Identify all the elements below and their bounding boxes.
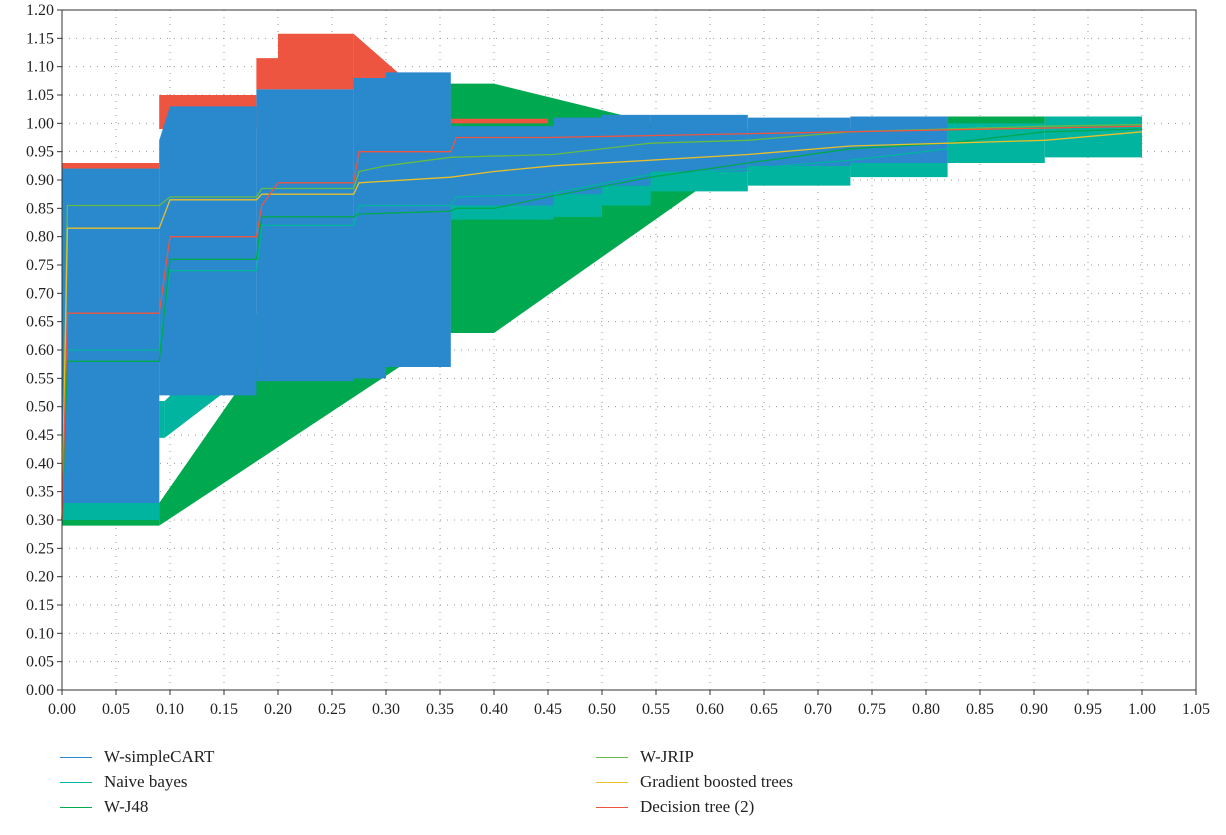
y-tick-label: 0.50 [26, 399, 54, 416]
y-tick-label: 0.65 [26, 314, 54, 331]
y-tick-label: 0.70 [26, 285, 54, 302]
line-layer [61, 123, 1143, 521]
line-gradient-boosted-trees [61, 131, 1143, 521]
x-tick-label: 0.10 [156, 701, 184, 718]
x-tick-label: 0.55 [642, 701, 670, 718]
band-w-simplecart [553, 117, 602, 195]
y-tick-labels: 0.00 0.05 0.10 0.15 0.20 0.25 0.30 0.35 0.40 0.45… [26, 2, 62, 699]
band-w-simplecart [159, 106, 170, 396]
band-w-simplecart [602, 114, 651, 186]
x-tick-label: 0.15 [210, 701, 238, 718]
x-tick-label: 1.00 [1128, 701, 1156, 718]
x-tick-label: 0.95 [1074, 701, 1102, 718]
band-naive-bayes [159, 401, 165, 438]
x-tick-label: 0.20 [264, 701, 292, 718]
band-w-simplecart [170, 106, 257, 396]
y-tick-label: 0.45 [26, 427, 54, 444]
band-decision-tree-2- [256, 58, 278, 90]
band-decision-tree-2- [450, 118, 548, 124]
y-tick-label: 0.10 [26, 625, 54, 642]
y-tick-label: 0.00 [26, 682, 54, 699]
band-w-simplecart [256, 89, 354, 382]
y-tick-label: 1.05 [26, 87, 54, 104]
y-tick-label: 1.15 [26, 30, 54, 47]
band-w-simplecart [650, 114, 748, 172]
x-tick-label: 0.45 [534, 701, 562, 718]
y-tick-label: 1.10 [26, 59, 54, 76]
y-tick-label: 0.30 [26, 512, 54, 529]
x-tick-label: 0.80 [912, 701, 940, 718]
band-w-simplecart [353, 78, 386, 379]
x-tick-label: 0.00 [48, 701, 76, 718]
x-tick-labels: 0.00 0.05 0.10 0.15 0.20 0.25 0.30 0.35 0.40 0.45… [48, 690, 1210, 718]
x-tick-label: 0.50 [588, 701, 616, 718]
y-tick-label: 0.15 [26, 597, 54, 614]
band-decision-tree-2- [62, 163, 160, 169]
x-tick-label: 0.25 [318, 701, 346, 718]
x-tick-label: 0.60 [696, 701, 724, 718]
x-tick-label: 0.05 [102, 701, 130, 718]
x-tick-label: 0.85 [966, 701, 994, 718]
x-tick-label: 0.40 [480, 701, 508, 718]
y-tick-label: 0.40 [26, 455, 54, 472]
band-w-simplecart [386, 72, 451, 367]
y-tick-label: 0.35 [26, 484, 54, 501]
x-tick-label: 0.30 [372, 701, 400, 718]
y-tick-label: 0.20 [26, 569, 54, 586]
band-w-simplecart [850, 116, 948, 163]
y-tick-label: 1.00 [26, 115, 54, 132]
y-tick-label: 0.85 [26, 200, 54, 217]
y-tick-label: 0.95 [26, 144, 54, 161]
x-tick-label: 0.65 [750, 701, 778, 718]
x-tick-label: 0.75 [858, 701, 886, 718]
y-tick-label: 0.75 [26, 257, 54, 274]
y-tick-label: 0.05 [26, 654, 54, 671]
line-decision-tree-2- [61, 125, 1143, 521]
y-tick-label: 0.55 [26, 370, 54, 387]
y-tick-label: 0.60 [26, 342, 54, 359]
band-decision-tree-2- [278, 33, 354, 90]
x-tick-label: 0.70 [804, 701, 832, 718]
line-w-j48 [61, 128, 1143, 521]
band-w-simplecart [450, 126, 554, 206]
y-tick-label: 0.80 [26, 229, 54, 246]
y-tick-label: 0.90 [26, 172, 54, 189]
x-tick-label: 0.90 [1020, 701, 1048, 718]
band-w-simplecart [62, 168, 160, 503]
band-w-simplecart [747, 117, 851, 166]
y-tick-label: 1.20 [26, 2, 54, 19]
x-tick-label: 0.35 [426, 701, 454, 718]
y-tick-label: 0.25 [26, 540, 54, 557]
x-tick-label: 1.05 [1182, 701, 1210, 718]
